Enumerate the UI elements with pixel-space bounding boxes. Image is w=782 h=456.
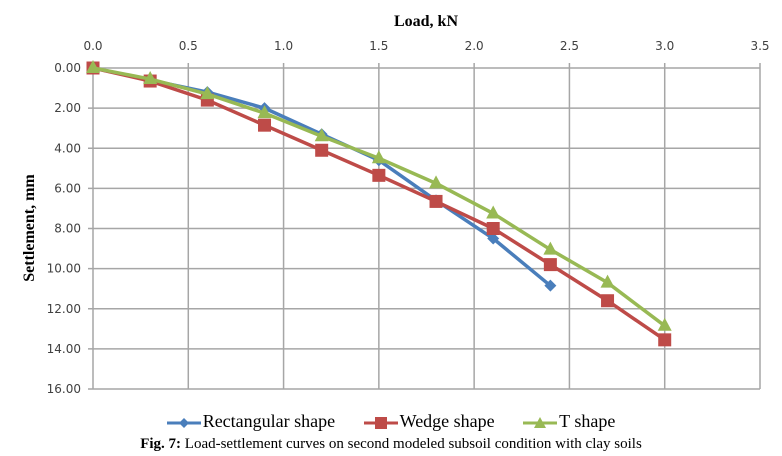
data-point-triangle xyxy=(486,205,501,219)
series-t-shape xyxy=(86,60,672,331)
data-point-square xyxy=(429,194,443,208)
x-tick-label: 0.0 xyxy=(83,39,102,53)
data-point-square xyxy=(258,118,272,132)
data-point-triangle xyxy=(200,86,215,100)
x-tick-label: 1.5 xyxy=(369,39,388,53)
data-point-triangle xyxy=(314,128,329,142)
data-point-diamond xyxy=(544,279,557,292)
x-tick-label: 1.0 xyxy=(274,39,293,53)
data-point-triangle xyxy=(143,71,158,85)
data-point-square xyxy=(543,258,557,272)
series-line xyxy=(92,66,552,288)
x-tick-label: 0.5 xyxy=(179,39,198,53)
y-tick-label: 16.00 xyxy=(47,382,81,396)
legend-label: T shape xyxy=(559,411,616,432)
y-tick-label: 6.00 xyxy=(54,181,81,195)
series-group xyxy=(86,60,672,347)
x-tick-label: 2.5 xyxy=(560,39,579,53)
caption-label: Fig. 7: xyxy=(140,436,182,452)
data-point-square xyxy=(486,222,500,235)
grid xyxy=(88,63,761,390)
data-point-square xyxy=(601,294,615,308)
data-point-square xyxy=(372,168,386,182)
series-rectangular-shape xyxy=(87,62,557,292)
data-point-triangle xyxy=(371,150,386,164)
caption-text: Load-settlement curves on second modeled… xyxy=(181,436,642,452)
y-tick-label: 4.00 xyxy=(54,141,81,155)
square-marker-icon xyxy=(363,417,398,430)
data-point-triangle xyxy=(543,241,558,255)
y-tick-labels: 0.00 2.00 4.00 6.00 8.00 10.00 12.00 14.00 16.00 xyxy=(47,61,81,396)
data-point-triangle xyxy=(600,274,615,288)
data-point-diamond xyxy=(487,232,500,245)
x-tick-label: 2.0 xyxy=(465,39,484,53)
data-point-square xyxy=(658,333,672,347)
load-settlement-chart: 0.0 0.5 1.0 1.5 2.0 2.5 3.0 3.5 0.00 2.00 4.00 6.0… xyxy=(21,13,770,396)
y-tick-label: 10.00 xyxy=(47,262,81,276)
data-point-triangle xyxy=(657,317,672,331)
x-axis-title: Load, kN xyxy=(394,13,458,30)
legend-item-wedge: Wedge shape xyxy=(363,411,495,432)
data-point-triangle xyxy=(86,60,100,73)
legend: Rectangular shape Wedge shape T shape xyxy=(0,410,782,432)
data-point-triangle xyxy=(257,105,272,119)
x-tick-label: 3.0 xyxy=(655,39,674,53)
triangle-marker-icon xyxy=(523,417,558,429)
y-tick-label: 0.00 xyxy=(54,61,81,75)
legend-label: Rectangular shape xyxy=(202,411,336,432)
x-tick-labels: 0.0 0.5 1.0 1.5 2.0 2.5 3.0 3.5 xyxy=(83,39,769,53)
legend-item-rectangular: Rectangular shape xyxy=(166,411,336,432)
y-tick-label: 12.00 xyxy=(47,302,81,316)
y-tick-label: 2.00 xyxy=(54,101,81,115)
x-tick-label: 3.5 xyxy=(750,39,769,53)
data-point-triangle xyxy=(429,175,444,189)
y-axis-title: Settlement, mm xyxy=(21,174,38,282)
data-point-square xyxy=(315,143,329,157)
y-tick-label: 8.00 xyxy=(54,222,81,236)
figure-caption: Fig. 7: Load-settlement curves on second… xyxy=(0,436,782,453)
legend-label: Wedge shape xyxy=(399,411,495,432)
diamond-marker-icon xyxy=(166,418,201,429)
legend-item-t-shape: T shape xyxy=(523,411,615,432)
y-tick-label: 14.00 xyxy=(47,342,81,356)
